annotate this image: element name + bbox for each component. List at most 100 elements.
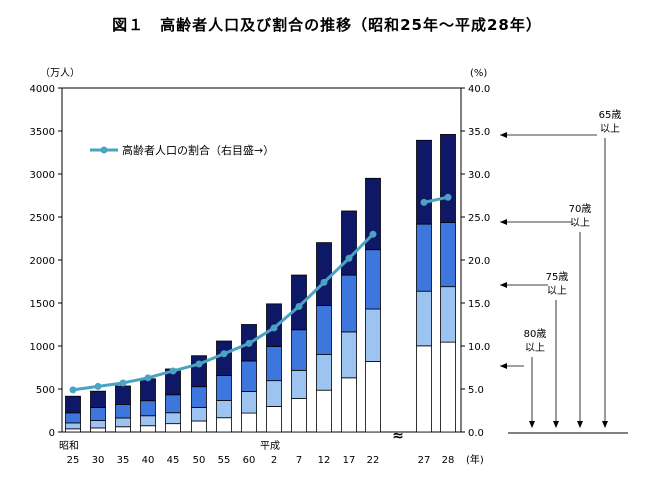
- bar-segment: [291, 369, 307, 399]
- bar-segment: [316, 389, 332, 433]
- x-tick-label: 7: [296, 455, 302, 466]
- bar-segment: [365, 177, 381, 251]
- age-label-line2: 以上: [525, 342, 545, 354]
- ratio-point: [420, 198, 428, 206]
- x-tick-label: 30: [92, 455, 105, 466]
- bar-segment: [291, 329, 307, 371]
- bar-segment: [440, 134, 456, 223]
- x-tick-label: 22: [367, 455, 380, 466]
- y-left-tick-label: 1000: [30, 342, 55, 353]
- ratio-point: [144, 374, 152, 382]
- bar-segment: [416, 290, 432, 347]
- ratio-point: [119, 379, 127, 387]
- pointer-arrowhead: [500, 219, 507, 225]
- bar-segment: [115, 385, 131, 405]
- y-right-tick-label: 10.0: [468, 342, 490, 353]
- bar-segment: [416, 223, 432, 292]
- bar-segment: [291, 274, 307, 331]
- y-right-tick-label: 30.0: [468, 170, 490, 181]
- y-left-unit: （万人）: [40, 67, 80, 79]
- bar-segment: [191, 420, 207, 433]
- bar-segment: [341, 377, 357, 433]
- pointer-arrowhead: [500, 282, 507, 288]
- ratio-line: [423, 195, 449, 204]
- age-label-line1: 65歳: [599, 109, 622, 121]
- down-arrowhead: [602, 421, 608, 428]
- y-right-tick-label: 25.0: [468, 213, 490, 224]
- bar-segment: [216, 417, 232, 433]
- x-tick-label: 28: [442, 455, 455, 466]
- bar-segment: [266, 346, 282, 382]
- bar-segment: [216, 375, 232, 401]
- age-label-line1: 75歳: [546, 271, 569, 283]
- ratio-point: [345, 254, 353, 262]
- ratio-point: [369, 230, 377, 238]
- pointer-arrowhead: [500, 132, 507, 138]
- bar-segment: [140, 378, 156, 402]
- bar-segment: [316, 305, 332, 355]
- bar-segment: [365, 308, 381, 362]
- bar-segment: [65, 412, 81, 424]
- age-label-line1: 70歳: [569, 203, 592, 215]
- down-arrowhead: [553, 421, 559, 428]
- y-right-tick-label: 15.0: [468, 299, 490, 310]
- bar-segment: [115, 403, 131, 419]
- bar-segment: [440, 222, 456, 288]
- y-right-unit: (%): [470, 68, 487, 79]
- bar-segment: [341, 274, 357, 333]
- x-tick-label: 35: [117, 455, 130, 466]
- bar-segment: [90, 407, 106, 421]
- ratio-point: [320, 278, 328, 286]
- ratio-point: [169, 367, 177, 375]
- bar-segment: [266, 380, 282, 407]
- bar-segment: [365, 361, 381, 433]
- bar-segment: [90, 420, 106, 429]
- bar-segment: [65, 422, 81, 430]
- y-right-tick-label: 40.0: [468, 84, 490, 95]
- y-left-tick-label: 2500: [30, 213, 55, 224]
- y-left-tick-label: 500: [36, 385, 55, 396]
- ratio-point: [444, 193, 452, 201]
- x-tick-label: 60: [243, 455, 256, 466]
- x-tick-label: 17: [343, 455, 356, 466]
- bar-segment: [440, 286, 456, 343]
- bar-segment: [65, 395, 81, 414]
- bar-segment: [90, 427, 106, 433]
- bar-segment: [316, 242, 332, 306]
- x-tick-label: 27: [418, 455, 431, 466]
- bar-segment: [115, 417, 131, 428]
- bar-segment: [241, 391, 257, 414]
- bar-segment: [165, 412, 181, 425]
- bar-segment: [140, 415, 156, 427]
- down-arrowhead: [529, 421, 535, 428]
- ratio-point: [69, 386, 77, 394]
- y-right-tick-label: 5.0: [468, 385, 484, 396]
- era-label: 平成: [260, 440, 280, 452]
- y-left-tick-label: 3500: [30, 127, 55, 138]
- x-tick-label: 45: [167, 455, 180, 466]
- chart-title: 図１ 高齢者人口及び割合の推移（昭和25年～平成28年）: [112, 16, 542, 34]
- bar-segment: [90, 390, 106, 408]
- age-label-line2: 以上: [570, 217, 590, 229]
- ratio-point: [220, 350, 228, 358]
- y-left-tick-label: 4000: [30, 84, 55, 95]
- ratio-point: [94, 382, 102, 390]
- bar-segment: [191, 386, 207, 408]
- bar-segment: [165, 423, 181, 433]
- x-tick-label: 50: [193, 455, 206, 466]
- bar-segment: [341, 331, 357, 379]
- ratio-point: [295, 302, 303, 310]
- legend-marker: [100, 146, 108, 154]
- bar-segment: [65, 428, 81, 433]
- x-unit: (年): [466, 453, 484, 466]
- pointer-arrowhead: [500, 363, 507, 369]
- age-label-line2: 以上: [547, 285, 567, 297]
- bar-segment: [440, 341, 456, 433]
- bar-segment: [341, 210, 357, 276]
- y-left-tick-label: 1500: [30, 299, 55, 310]
- bar-segment: [241, 412, 257, 433]
- ratio-point: [270, 324, 278, 332]
- bar-segment: [216, 340, 232, 376]
- age-label-line2: 以上: [600, 123, 620, 135]
